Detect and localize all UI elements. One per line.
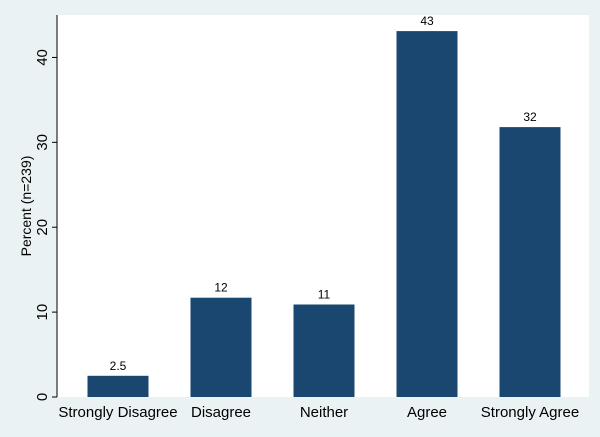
- data-label: 2.5: [110, 359, 127, 373]
- data-label: 11: [318, 288, 331, 302]
- y-tick-label: 0: [34, 393, 51, 401]
- data-label: 12: [214, 281, 228, 295]
- bar-strongly-agree: [499, 127, 561, 397]
- data-labels-group: 2.5 12 11 43 32: [110, 14, 537, 373]
- x-labels-group: Strongly Disagree Disagree Neither Agree Str…: [58, 404, 579, 421]
- y-tick-label: 30: [34, 134, 51, 151]
- y-tick-label: 20: [34, 219, 51, 236]
- x-tick-label: Disagree: [191, 404, 251, 421]
- x-tick-label: Strongly Disagree: [58, 404, 177, 421]
- x-tick-label: Agree: [407, 404, 447, 421]
- bar-agree: [396, 31, 458, 397]
- y-tick-label: 10: [34, 304, 51, 321]
- bar-neither: [293, 304, 355, 397]
- data-label: 32: [523, 110, 537, 124]
- bars-group: [87, 31, 561, 397]
- y-axis-title: Percent (n=239): [18, 156, 34, 257]
- y-ticks-group: 0 10 20 30 40: [34, 49, 57, 401]
- bar-disagree: [190, 297, 252, 397]
- bar-strongly-disagree: [87, 375, 149, 397]
- y-tick-label: 40: [34, 49, 51, 66]
- data-label: 43: [420, 14, 434, 28]
- x-tick-label: Strongly Agree: [481, 404, 579, 421]
- x-tick-label: Neither: [300, 404, 348, 421]
